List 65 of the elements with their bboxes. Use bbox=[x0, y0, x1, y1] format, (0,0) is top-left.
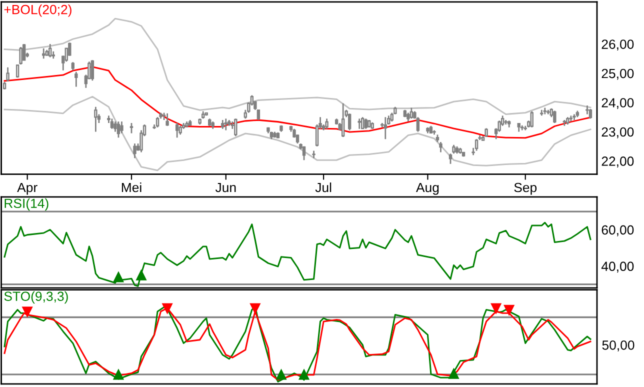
text: 50,00 bbox=[602, 340, 634, 352]
point bbox=[298, 368, 310, 380]
y-tick-label: 25,00 bbox=[602, 68, 634, 80]
x-tick-label: Jul bbox=[315, 182, 332, 192]
candlestick bbox=[302, 146, 306, 161]
x-tick-label: Aug bbox=[416, 182, 439, 195]
line-series bbox=[4, 96, 592, 172]
chart-title: RSI(14) bbox=[4, 198, 48, 211]
point bbox=[162, 303, 173, 314]
candlestick bbox=[416, 116, 420, 132]
candlestick bbox=[474, 138, 478, 152]
line-series bbox=[4, 66, 592, 139]
candlestick bbox=[588, 108, 592, 120]
y-tick-label: 22,00 bbox=[602, 156, 634, 168]
candlestick bbox=[361, 116, 364, 130]
x-tick-label: Jun bbox=[215, 182, 236, 192]
y-tick-label: 40,00 bbox=[601, 262, 634, 273]
candlestick bbox=[110, 118, 114, 130]
point bbox=[276, 368, 287, 380]
chart-title: +BOL(20;2) bbox=[4, 4, 72, 17]
candlestick bbox=[42, 48, 46, 60]
candlestick bbox=[68, 42, 72, 56]
x-tick-label: Apr bbox=[17, 182, 38, 195]
candlestick bbox=[358, 118, 361, 130]
candlestick bbox=[384, 116, 387, 140]
candlestick bbox=[16, 64, 20, 78]
candlestick bbox=[325, 118, 328, 130]
candlestick bbox=[341, 102, 345, 138]
candlestick bbox=[234, 118, 238, 137]
candlestick bbox=[22, 43, 26, 61]
candlestick bbox=[348, 112, 352, 131]
y-tick-label: 26,00 bbox=[602, 40, 634, 51]
candlestick bbox=[410, 107, 414, 120]
candlestick bbox=[19, 46, 22, 66]
candlestick bbox=[448, 152, 452, 165]
y-tick-label: 24,00 bbox=[602, 98, 634, 109]
candlestick bbox=[6, 66, 10, 82]
candlestick bbox=[94, 106, 98, 132]
point bbox=[490, 303, 502, 314]
x-tick-label: Mei bbox=[122, 182, 142, 192]
candlestick bbox=[90, 59, 94, 82]
candlestick bbox=[553, 110, 556, 124]
candlestick bbox=[224, 118, 228, 131]
candlestick bbox=[130, 122, 134, 134]
y-tick-label: 60,00 bbox=[602, 225, 634, 236]
candlestick bbox=[156, 116, 160, 128]
candlestick bbox=[364, 118, 368, 130]
line-series bbox=[4, 18, 592, 115]
point bbox=[448, 368, 460, 379]
candlestick bbox=[74, 71, 78, 88]
line-series bbox=[4, 222, 592, 287]
candlestick bbox=[439, 141, 442, 153]
point bbox=[112, 368, 124, 380]
candlestick bbox=[133, 142, 136, 159]
candlestick bbox=[48, 43, 52, 58]
candlestick bbox=[530, 110, 534, 128]
candlestick bbox=[116, 120, 120, 138]
candlestick bbox=[175, 122, 179, 138]
y-tick-label: 23,00 bbox=[602, 127, 634, 138]
chart-title: STO(9,3,3) bbox=[4, 291, 68, 304]
point bbox=[504, 304, 515, 316]
candlestick bbox=[166, 112, 169, 127]
candlestick bbox=[120, 120, 124, 134]
x-tick-label: Sep bbox=[514, 182, 537, 195]
point bbox=[22, 306, 33, 318]
